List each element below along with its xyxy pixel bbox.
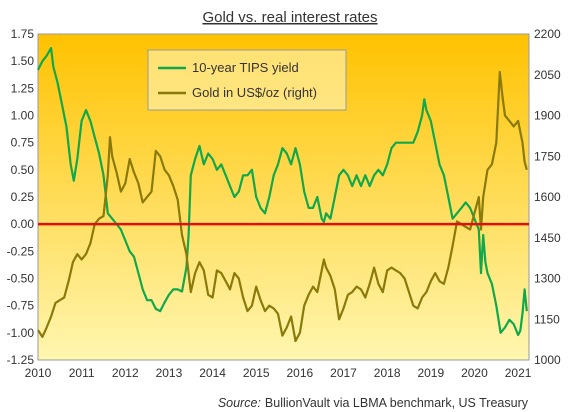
legend-label-tips: 10-year TIPS yield — [192, 60, 299, 75]
right-axis-tick-label: 1150 — [534, 312, 560, 326]
left-axis-tick-label: 0.75 — [11, 136, 35, 150]
x-axis-tick-label: 2015 — [243, 366, 270, 380]
left-axis-tick-label: 1.25 — [11, 81, 35, 95]
left-axis-tick-label: -1.00 — [7, 326, 35, 340]
left-axis-tick-label: 0.25 — [11, 190, 35, 204]
legend-label-gold: Gold in US$/oz (right) — [192, 85, 317, 100]
series-group — [37, 47, 528, 343]
right-axis-tick-label: 2050 — [534, 68, 561, 82]
left-axis-tick-label: -0.25 — [7, 244, 35, 258]
x-axis-tick-label: 2017 — [330, 366, 357, 380]
legend-box — [147, 49, 347, 111]
right-axis-tick-label: 1000 — [534, 353, 561, 367]
right-axis-tick-label: 1900 — [534, 109, 561, 123]
x-axis-tick-label: 2014 — [199, 366, 226, 380]
left-axis-tick-label: 1.50 — [11, 54, 35, 68]
x-axis-ticks: 2010 2011 2012 2013 2014 2015 2016 2017 2018 2019… — [25, 366, 532, 380]
x-axis-tick-label: 2020 — [461, 366, 488, 380]
left-axis-tick-label: -1.25 — [7, 353, 35, 367]
right-axis-ticks: 2200 2050 1900 1750 1600 1450 1300 1150 1000 — [534, 27, 561, 367]
x-axis-tick-label: 2013 — [156, 366, 183, 380]
left-axis-tick-label: 0.50 — [11, 163, 35, 177]
x-axis-tick-label: 2012 — [112, 366, 139, 380]
right-axis-tick-label: 1450 — [534, 231, 561, 245]
source-text: BullionVault via LBMA benchmark, US Trea… — [265, 396, 529, 410]
x-axis-tick-label: 2019 — [417, 366, 444, 380]
left-axis-tick-label: 1.75 — [11, 27, 35, 41]
left-axis-tick-label: -0.75 — [7, 299, 35, 313]
x-axis-tick-label: 2010 — [25, 366, 52, 380]
right-axis-tick-label: 1600 — [534, 190, 561, 204]
series-line-gold-price — [37, 70, 528, 343]
left-axis-tick-label: 1.00 — [11, 109, 35, 123]
left-axis-ticks: 1.75 1.50 1.25 1.00 0.75 0.50 0.25 0.00 -0.25 -0.… — [7, 27, 35, 367]
x-axis-tick-label: 2021 — [505, 366, 532, 380]
left-axis-tick-label: 0.00 — [11, 217, 35, 231]
x-axis-tick-label: 2016 — [287, 366, 314, 380]
legend: 10-year TIPS yield Gold in US$/oz (right… — [147, 49, 347, 111]
right-axis-tick-label: 2200 — [534, 27, 561, 41]
x-axis-tick-label: 2011 — [69, 366, 95, 380]
left-axis-tick-label: -0.50 — [7, 272, 35, 286]
source-note: Source: BullionVault via LBMA benchmark, … — [218, 396, 529, 410]
right-axis-tick-label: 1300 — [534, 272, 561, 286]
chart-title: Gold vs. real interest rates — [202, 9, 377, 26]
source-label: Source: — [218, 396, 261, 410]
series-line-tips-yield — [37, 47, 528, 337]
right-axis-tick-label: 1750 — [534, 149, 561, 163]
x-axis-tick-label: 2018 — [374, 366, 401, 380]
